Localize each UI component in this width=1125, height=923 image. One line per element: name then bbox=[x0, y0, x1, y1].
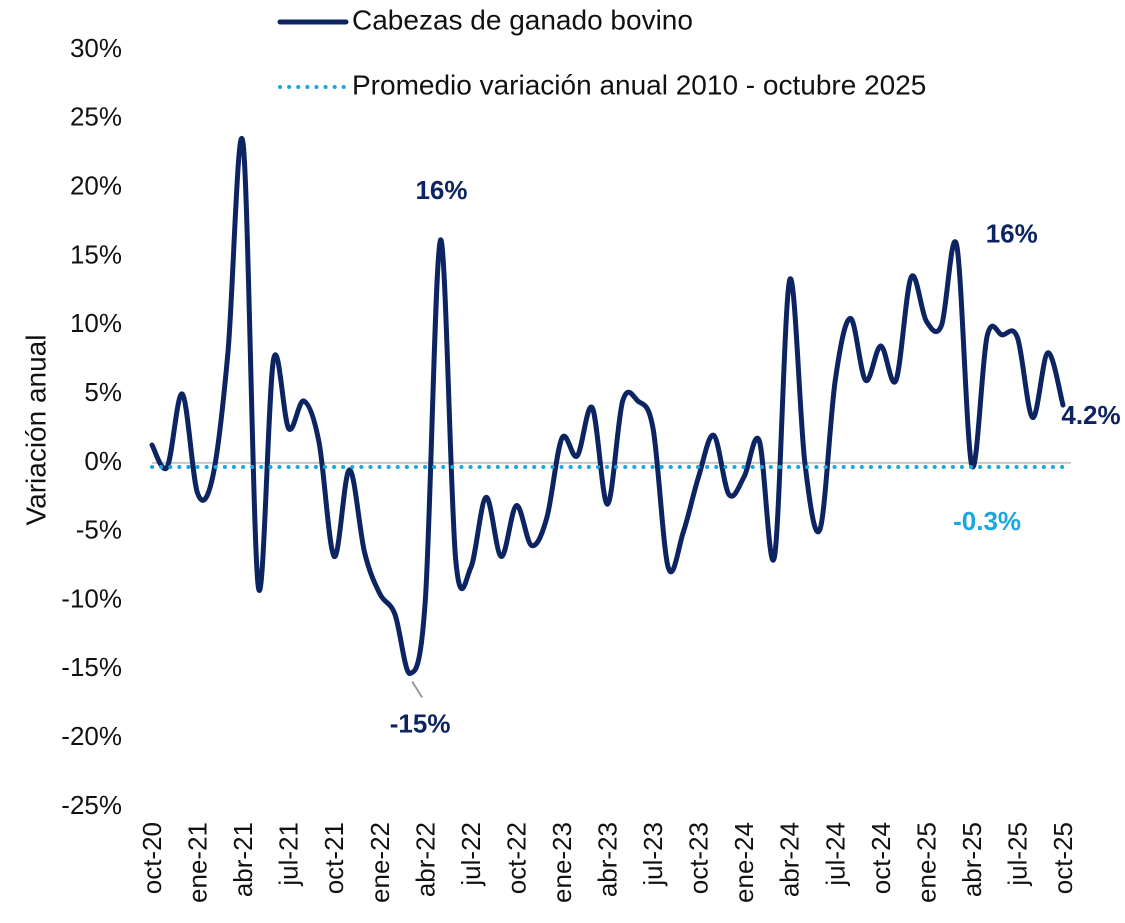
x-tick-label: jul-22 bbox=[456, 822, 486, 887]
x-tick-label: ene-21 bbox=[183, 822, 213, 903]
data-label: 16% bbox=[415, 175, 467, 205]
y-tick-label: -5% bbox=[76, 515, 122, 545]
x-tick-label: abr-23 bbox=[593, 822, 623, 897]
y-tick-label: 0% bbox=[84, 446, 122, 476]
y-tick-label: -15% bbox=[61, 652, 122, 682]
x-tick-label: oct-24 bbox=[866, 822, 896, 894]
y-tick-label: 20% bbox=[70, 171, 122, 201]
x-tick-label: abr-22 bbox=[410, 822, 440, 897]
x-tick-label: oct-21 bbox=[319, 822, 349, 894]
x-tick-label: jul-21 bbox=[274, 822, 304, 887]
x-tick-label: jul-25 bbox=[1002, 822, 1032, 887]
data-label: 4.2% bbox=[1061, 400, 1120, 430]
data-label: -0.3% bbox=[953, 506, 1021, 536]
y-tick-label: 5% bbox=[84, 377, 122, 407]
legend-label: Promedio variación anual 2010 - octubre … bbox=[352, 69, 926, 100]
y-tick-label: 15% bbox=[70, 239, 122, 269]
data-label: -15% bbox=[390, 708, 451, 738]
x-tick-label: jul-23 bbox=[638, 822, 668, 887]
x-tick-label: abr-25 bbox=[957, 822, 987, 897]
x-tick-label: abr-21 bbox=[228, 822, 258, 897]
y-axis-label: Variación anual bbox=[20, 335, 51, 526]
x-tick-label: oct-22 bbox=[501, 822, 531, 894]
y-tick-label: -20% bbox=[61, 721, 122, 751]
x-tick-label: abr-24 bbox=[775, 822, 805, 897]
y-tick-label: -10% bbox=[61, 583, 122, 613]
x-tick-label: ene-24 bbox=[729, 822, 759, 903]
x-tick-label: oct-20 bbox=[137, 822, 167, 894]
data-label: 16% bbox=[986, 218, 1038, 248]
leader-line bbox=[411, 680, 423, 699]
x-tick-label: ene-23 bbox=[547, 822, 577, 903]
y-tick-label: 25% bbox=[70, 102, 122, 132]
x-tick-label: oct-25 bbox=[1048, 822, 1078, 894]
legend-label: Cabezas de ganado bovino bbox=[352, 4, 693, 35]
y-tick-label: 30% bbox=[70, 33, 122, 63]
x-tick-label: ene-25 bbox=[911, 822, 941, 903]
x-tick-label: ene-22 bbox=[365, 822, 395, 903]
x-tick-label: jul-24 bbox=[820, 822, 850, 887]
y-tick-label: -25% bbox=[61, 790, 122, 820]
y-tick-label: 10% bbox=[70, 308, 122, 338]
x-tick-label: oct-23 bbox=[684, 822, 714, 894]
series-line bbox=[149, 136, 1066, 676]
